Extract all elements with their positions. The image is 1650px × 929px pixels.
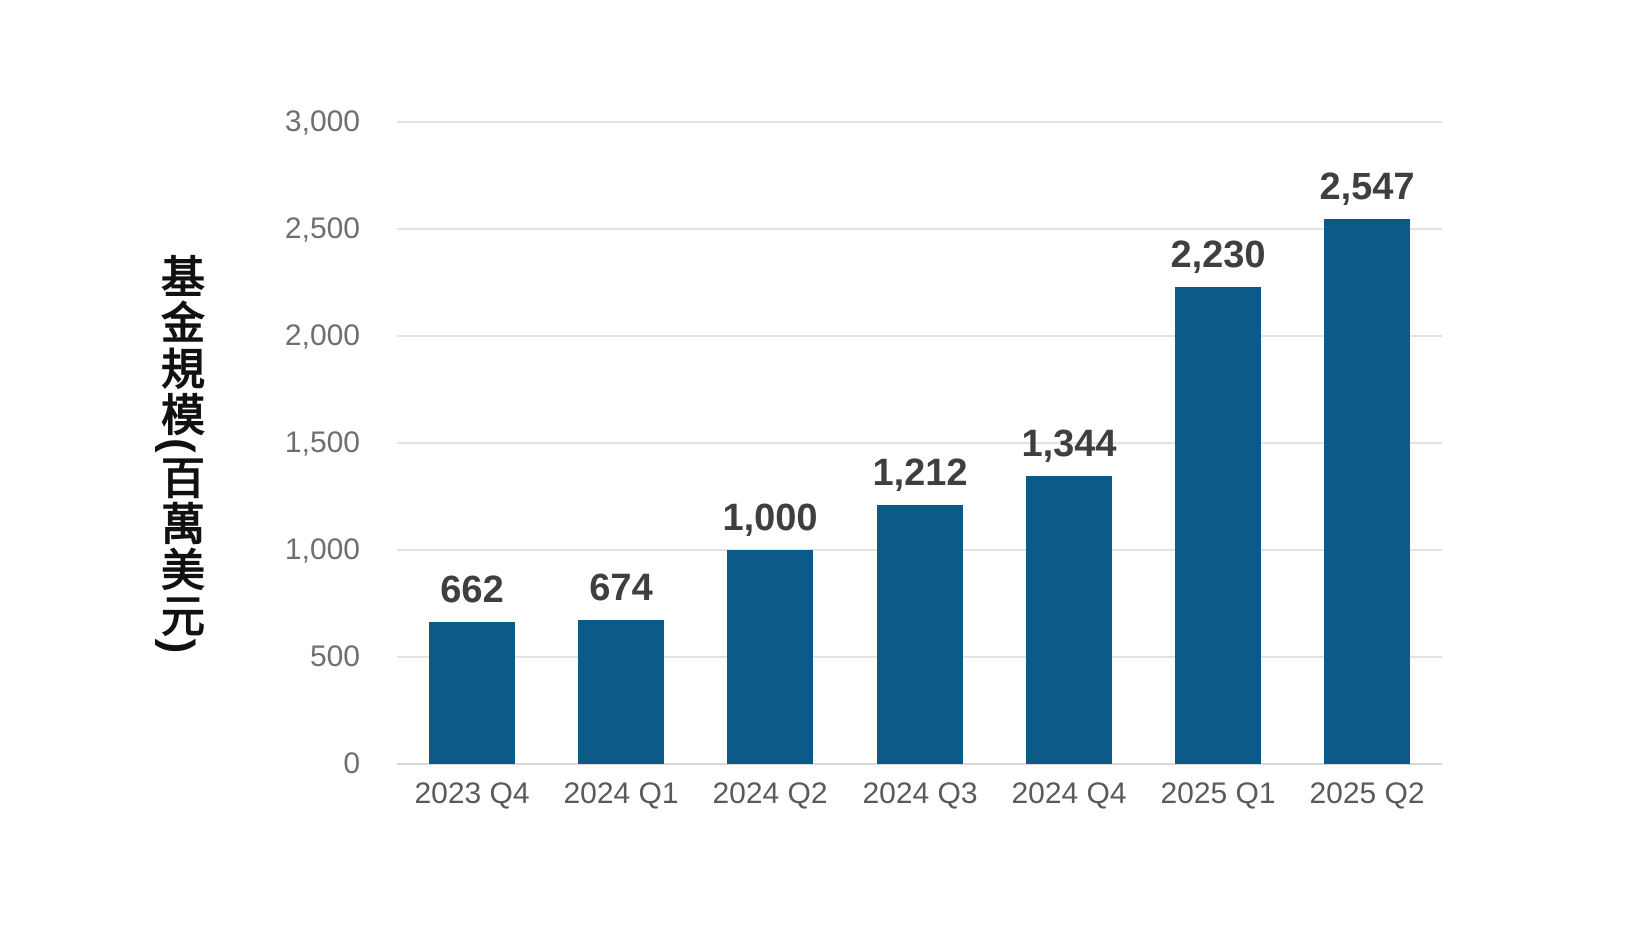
- bar-value-label: 674: [589, 567, 653, 609]
- bar-value-label: 2,230: [1170, 234, 1266, 276]
- y-tick-label: 3,000: [284, 105, 360, 138]
- bar-2025 Q1: [1175, 287, 1261, 764]
- y-tick-label: 1,500: [284, 426, 360, 459]
- bar-value-label: 1,000: [722, 497, 818, 539]
- bar-2023 Q4: [429, 622, 515, 764]
- y-tick-label: 500: [309, 640, 360, 673]
- bar-value-label: 1,212: [872, 452, 968, 494]
- bar-2024 Q3: [877, 505, 963, 764]
- y-tick-label: 2,000: [284, 319, 360, 352]
- x-tick-label: 2024 Q3: [862, 777, 978, 810]
- x-tick-label: 2024 Q1: [563, 777, 679, 810]
- bar-2024 Q4: [1026, 476, 1112, 764]
- bar-value-label: 2,547: [1319, 166, 1415, 208]
- gridline: [397, 442, 1442, 444]
- bar-2024 Q1: [578, 620, 664, 764]
- x-tick-label: 2025 Q1: [1160, 777, 1276, 810]
- y-axis-title: 基金規模(百萬美元): [154, 254, 203, 656]
- x-tick-label: 2025 Q2: [1309, 777, 1425, 810]
- gridline: [397, 763, 1442, 765]
- bar-2024 Q2: [727, 550, 813, 764]
- bar-value-label: 1,344: [1021, 423, 1117, 465]
- x-tick-label: 2024 Q4: [1011, 777, 1127, 810]
- gridline: [397, 228, 1442, 230]
- y-tick-label: 0: [343, 747, 360, 780]
- y-tick-label: 1,000: [284, 533, 360, 566]
- bar-value-label: 662: [440, 569, 504, 611]
- bar-2025 Q2: [1324, 219, 1410, 764]
- gridline: [397, 121, 1442, 123]
- x-tick-label: 2023 Q4: [414, 777, 530, 810]
- x-tick-label: 2024 Q2: [712, 777, 828, 810]
- gridline: [397, 335, 1442, 337]
- y-tick-label: 2,500: [284, 212, 360, 245]
